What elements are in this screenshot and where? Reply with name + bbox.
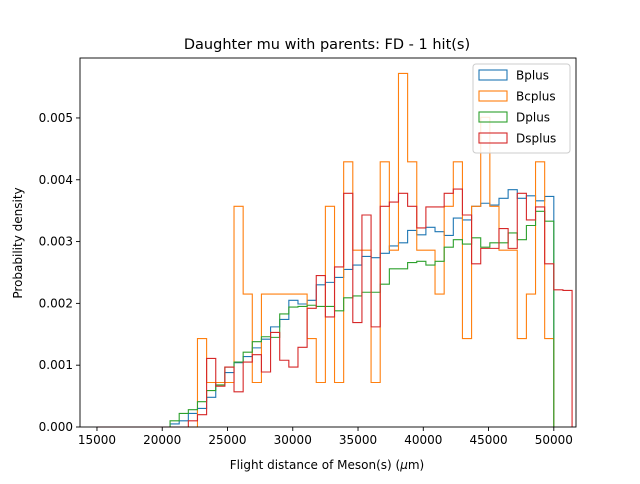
chart-title: Daughter mu with parents: FD - 1 hit(s) [184, 37, 470, 53]
x-tick-label: 30000 [274, 433, 312, 447]
y-tick-label: 0.000 [39, 420, 73, 434]
series-dplus-steps [96, 210, 555, 428]
y-tick-label: 0.004 [39, 173, 73, 187]
x-tick-label: 40000 [404, 433, 442, 447]
x-tick-label: 35000 [339, 433, 377, 447]
x-axis: 15000 20000 25000 30000 35000 40000 45000 50000 [78, 427, 573, 447]
y-tick-label: 0.003 [39, 235, 73, 249]
legend-swatch-bplus [478, 69, 508, 81]
legend-swatch-dsplus [478, 132, 508, 144]
legend-label-dsplus: Dsplus [516, 132, 556, 146]
y-tick-label: 0.002 [39, 296, 73, 310]
x-tick-label: 45000 [469, 433, 507, 447]
y-tick-label: 0.005 [39, 111, 73, 125]
legend: Bplus Bcplus Dplus Dsplus [472, 63, 571, 154]
y-axis-label: Probability density [11, 187, 25, 298]
legend-label-dplus: Dplus [516, 111, 550, 125]
x-tick-label: 25000 [208, 433, 246, 447]
legend-label-bcplus: Bcplus [516, 90, 556, 104]
legend-label-bplus: Bplus [516, 69, 549, 83]
legend-swatch-dplus [478, 111, 508, 123]
y-axis: 0.000 0.001 0.002 0.003 0.004 0.005 [39, 111, 80, 434]
plot-frame [79, 57, 577, 428]
y-tick-label: 0.001 [39, 358, 73, 372]
x-axis-label: Flight distance of Meson(s) (μm) [230, 458, 424, 472]
x-tick-label: 20000 [143, 433, 181, 447]
x-tick-label: 15000 [78, 433, 116, 447]
plot-area [79, 57, 577, 428]
legend-box [472, 63, 571, 154]
x-tick-label: 50000 [535, 433, 573, 447]
legend-swatch-bcplus [478, 90, 508, 102]
series-dsplus-steps [96, 188, 573, 428]
